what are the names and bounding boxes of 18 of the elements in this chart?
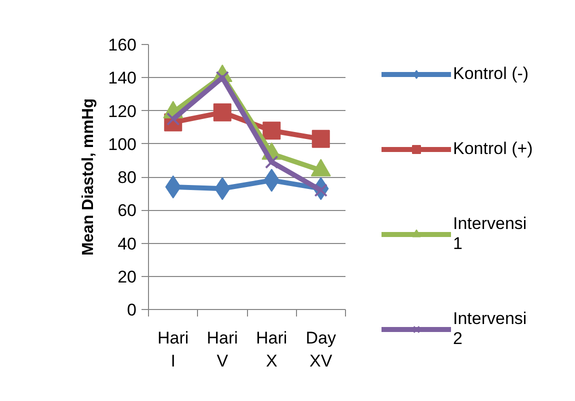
y-axis-title: Mean Diastol, mmHg	[80, 98, 98, 256]
y-tick-label: 80	[118, 168, 137, 187]
y-tick-label: 160	[108, 36, 137, 54]
legend-label: Intervensi 2	[453, 309, 527, 349]
legend-label: Intervensi 1	[453, 214, 527, 254]
y-tick-label: 120	[108, 102, 137, 121]
x-tick-label: Hari I	[158, 328, 189, 370]
x-tick-label: Hari V	[206, 328, 238, 370]
y-tick-label: 20	[118, 267, 137, 286]
y-tick-label: 100	[108, 134, 137, 154]
legend-label: Kontrol (+)	[453, 139, 533, 159]
y-tick-label: 60	[118, 201, 137, 220]
x-tick-label: Day XV	[306, 328, 336, 370]
y-tick-label: 0	[127, 300, 137, 320]
y-tick-label: 140	[108, 68, 137, 88]
legend-label: Kontrol (-)	[453, 64, 529, 84]
y-tick-label: 40	[118, 234, 137, 254]
x-tick-label: Hari X	[256, 328, 288, 370]
